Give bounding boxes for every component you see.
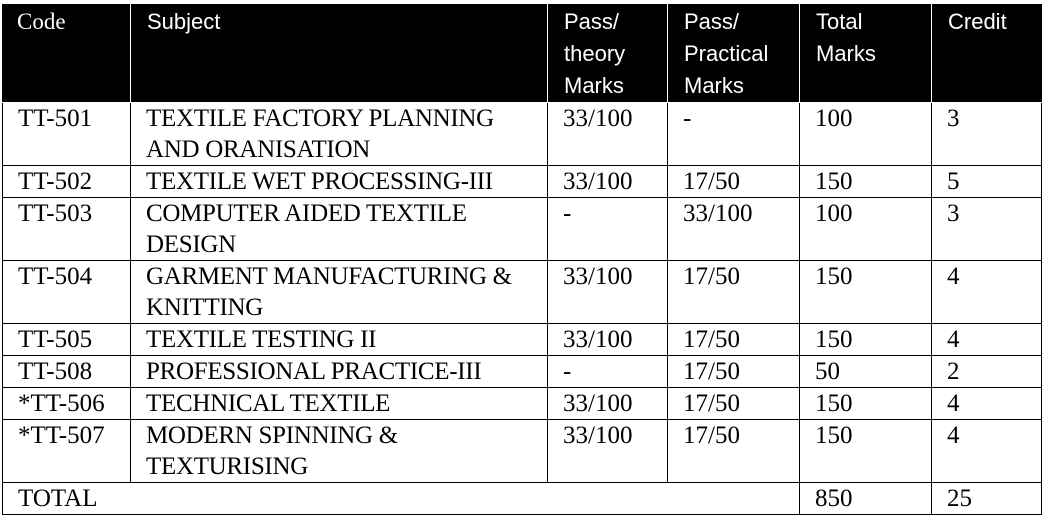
- table-row: TT-505 TEXTILE TESTING II 33/100 17/50 1…: [2, 323, 1042, 356]
- cell-code: TT-508: [2, 355, 131, 388]
- cell-total: 100: [799, 102, 932, 166]
- header-code: Code: [2, 4, 131, 103]
- cell-code: *TT-507: [2, 419, 131, 483]
- cell-practical: 17/50: [667, 260, 800, 324]
- cell-total: 100: [799, 197, 932, 261]
- cell-subject: TEXTILE FACTORY PLANNING AND ORANISATION: [130, 102, 548, 166]
- header-total-marks: Total Marks: [799, 4, 932, 103]
- cell-credit: 3: [931, 102, 1042, 166]
- header-credit: Credit: [931, 4, 1042, 103]
- cell-subject: TEXTILE TESTING II: [130, 323, 548, 356]
- cell-theory: 33/100: [547, 165, 668, 198]
- cell-practical: -: [667, 102, 800, 166]
- cell-code: TT-502: [2, 165, 131, 198]
- cell-credit: 4: [931, 419, 1042, 483]
- cell-subject: TEXTILE WET PROCESSING-III: [130, 165, 548, 198]
- cell-practical: 17/50: [667, 355, 800, 388]
- cell-credit: 2: [931, 355, 1042, 388]
- cell-theory: 33/100: [547, 102, 668, 166]
- cell-practical: 17/50: [667, 387, 800, 420]
- syllabus-table: Code Subject Pass/ theory Marks Pass/ Pr…: [2, 4, 1042, 515]
- table-body: TT-501 TEXTILE FACTORY PLANNING AND ORAN…: [2, 102, 1042, 515]
- cell-total: 150: [799, 165, 932, 198]
- table-row: TT-503 COMPUTER AIDED TEXTILE DESIGN - 3…: [2, 197, 1042, 261]
- cell-code: *TT-506: [2, 387, 131, 420]
- table-row: *TT-507 MODERN SPINNING & TEXTURISING 33…: [2, 419, 1042, 483]
- cell-theory: -: [547, 197, 668, 261]
- cell-code: TT-504: [2, 260, 131, 324]
- grand-total-marks: 850: [799, 482, 932, 515]
- cell-credit: 4: [931, 387, 1042, 420]
- cell-credit: 4: [931, 323, 1042, 356]
- cell-code: TT-503: [2, 197, 131, 261]
- header-subject: Subject: [130, 4, 548, 103]
- grand-total-credit: 25: [931, 482, 1042, 515]
- table-row: TT-502 TEXTILE WET PROCESSING-III 33/100…: [2, 165, 1042, 198]
- table-row: TT-501 TEXTILE FACTORY PLANNING AND ORAN…: [2, 102, 1042, 166]
- cell-total: 150: [799, 387, 932, 420]
- cell-practical: 33/100: [667, 197, 800, 261]
- table-row: TT-508 PROFESSIONAL PRACTICE-III - 17/50…: [2, 355, 1042, 388]
- cell-total: 150: [799, 419, 932, 483]
- cell-theory: 33/100: [547, 387, 668, 420]
- total-row: TOTAL 850 25: [2, 482, 1042, 515]
- cell-total: 150: [799, 323, 932, 356]
- cell-subject: COMPUTER AIDED TEXTILE DESIGN: [130, 197, 548, 261]
- cell-practical: 17/50: [667, 323, 800, 356]
- cell-code: TT-501: [2, 102, 131, 166]
- cell-theory: 33/100: [547, 260, 668, 324]
- table-row: *TT-506 TECHNICAL TEXTILE 33/100 17/50 1…: [2, 387, 1042, 420]
- cell-credit: 5: [931, 165, 1042, 198]
- cell-theory: -: [547, 355, 668, 388]
- cell-code: TT-505: [2, 323, 131, 356]
- cell-total: 150: [799, 260, 932, 324]
- cell-total: 50: [799, 355, 932, 388]
- cell-practical: 17/50: [667, 419, 800, 483]
- cell-subject: PROFESSIONAL PRACTICE-III: [130, 355, 548, 388]
- cell-credit: 4: [931, 260, 1042, 324]
- table-row: TT-504 GARMENT MANUFACTURING & KNITTING …: [2, 260, 1042, 324]
- header-theory-marks: Pass/ theory Marks: [547, 4, 668, 103]
- cell-practical: 17/50: [667, 165, 800, 198]
- header-practical-marks: Pass/ Practical Marks: [667, 4, 800, 103]
- cell-credit: 3: [931, 197, 1042, 261]
- cell-subject: MODERN SPINNING & TEXTURISING: [130, 419, 548, 483]
- cell-theory: 33/100: [547, 323, 668, 356]
- cell-subject: GARMENT MANUFACTURING & KNITTING: [130, 260, 548, 324]
- cell-subject: TECHNICAL TEXTILE: [130, 387, 548, 420]
- header-row: Code Subject Pass/ theory Marks Pass/ Pr…: [2, 4, 1042, 103]
- cell-theory: 33/100: [547, 419, 668, 483]
- total-label: TOTAL: [2, 482, 800, 515]
